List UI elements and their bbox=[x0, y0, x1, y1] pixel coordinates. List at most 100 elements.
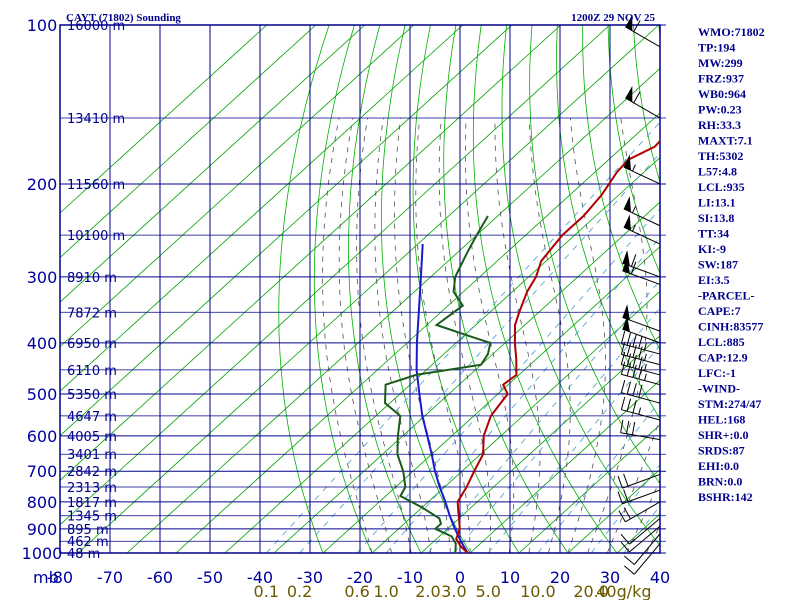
temperature-trace bbox=[455, 139, 660, 553]
wind-barb-feather bbox=[620, 419, 624, 433]
station-title: CAYT (71802) Sounding bbox=[66, 12, 181, 24]
pressure-tick-label: 900 bbox=[27, 520, 58, 539]
temperature-tick-label: -60 bbox=[147, 568, 173, 587]
height-label: 48 m bbox=[67, 547, 100, 562]
wind-barb-feather bbox=[626, 398, 632, 412]
mixing-ratio-line bbox=[356, 208, 660, 553]
wind-barb-feather bbox=[626, 332, 632, 346]
wind-barb-staff bbox=[629, 518, 661, 545]
wind-barb bbox=[620, 380, 661, 404]
stability-index-text: CINH:83577 bbox=[698, 320, 763, 334]
wind-barb-feather bbox=[632, 355, 637, 368]
wind-barb-feather bbox=[620, 533, 630, 545]
temperature-tick-label: -30 bbox=[297, 568, 323, 587]
wind-barb bbox=[620, 341, 661, 366]
isotherm-line bbox=[322, 246, 660, 553]
temperature-tick-label: 30 bbox=[600, 568, 620, 587]
wind-barb-feather bbox=[623, 489, 629, 502]
stability-index-text: EHI:0.0 bbox=[698, 459, 739, 473]
isotherm-line bbox=[273, 201, 660, 553]
mixing-ratio-tick-label: 20.0 bbox=[573, 582, 609, 600]
isotherm-line bbox=[60, 25, 268, 214]
isotherm-line bbox=[60, 25, 366, 303]
wind-barb-feather bbox=[632, 383, 637, 396]
wind-barb-feather bbox=[620, 331, 626, 344]
height-label: 4647 m bbox=[67, 410, 117, 425]
wind-barb-staff bbox=[621, 409, 661, 421]
wind-barb-half-feather bbox=[644, 363, 647, 371]
wind-barb-feather bbox=[626, 353, 632, 367]
wind-barb-feather bbox=[632, 400, 637, 413]
wind-barb-feather bbox=[626, 381, 632, 395]
isotherm-line bbox=[60, 25, 317, 259]
stability-index-text: CAP:12.9 bbox=[698, 351, 748, 365]
wind-barb-feather bbox=[633, 91, 641, 104]
wind-barb-feather bbox=[626, 363, 632, 377]
stability-index-text: LCL:935 bbox=[698, 180, 745, 194]
stability-index-text: EI:3.5 bbox=[698, 273, 730, 287]
wind-barb-flag bbox=[625, 14, 633, 31]
mixing-ratio-tick-label: 3.0 bbox=[441, 582, 466, 600]
temperature-tick-label: -10 bbox=[397, 568, 423, 587]
temperature-tick-label: 20 bbox=[550, 568, 570, 587]
wind-barb-feather bbox=[620, 361, 626, 375]
wind-barb-staff bbox=[621, 373, 661, 386]
wind-barb-half-feather bbox=[631, 206, 636, 214]
moist-adiabat-line bbox=[606, 417, 660, 553]
isotherm-line bbox=[77, 25, 660, 553]
wind-barb-feather bbox=[623, 507, 631, 520]
temperature-tick-label: 40 bbox=[650, 568, 670, 587]
isotherm-line bbox=[60, 25, 415, 348]
mixing-ratio-line bbox=[265, 121, 660, 553]
wind-barb bbox=[622, 316, 661, 344]
wind-barb bbox=[620, 419, 661, 441]
wind-barb-feather bbox=[638, 356, 643, 370]
wind-barb-feather bbox=[638, 335, 643, 349]
temperature-tick-label: -20 bbox=[347, 568, 373, 587]
wind-barb-feather bbox=[620, 351, 626, 365]
wind-barb-feather bbox=[632, 364, 637, 378]
wind-barb-staff bbox=[622, 262, 661, 278]
height-label: 2313 m bbox=[67, 481, 117, 496]
isotherm-line bbox=[60, 25, 562, 481]
wind-barb bbox=[620, 525, 661, 553]
wind-barb-staff bbox=[621, 364, 661, 376]
sounding-datetime: 1200Z 29 NOV 25 bbox=[571, 12, 655, 24]
height-label: 8910 m bbox=[67, 271, 117, 286]
height-label: 1345 m bbox=[67, 510, 117, 525]
wind-barb-feather bbox=[631, 421, 636, 435]
height-label: 6110 m bbox=[67, 364, 117, 379]
moist-adiabat-line bbox=[528, 117, 571, 553]
height-label: 13410 m bbox=[67, 112, 125, 127]
x-axis-unit-label: mb bbox=[33, 568, 59, 587]
moist-adiabat-line bbox=[438, 117, 491, 553]
wind-barb bbox=[618, 501, 661, 523]
wind-barb-half-feather bbox=[638, 407, 642, 415]
height-label: 3401 m bbox=[67, 448, 117, 463]
wind-barb bbox=[622, 304, 661, 332]
temperature-tick-label: -80 bbox=[47, 568, 73, 587]
mixing-ratio-tick-label: 1.0 bbox=[373, 582, 398, 600]
wind-barb-feather bbox=[626, 420, 630, 434]
height-label: 5350 m bbox=[67, 388, 117, 403]
isotherm-line bbox=[60, 25, 513, 437]
isotherm-line bbox=[224, 157, 660, 553]
pressure-tick-label: 300 bbox=[27, 268, 58, 287]
stability-index-text: CAPE:7 bbox=[698, 304, 741, 318]
dewpoint-trace bbox=[383, 215, 492, 553]
wind-barb-feather bbox=[624, 565, 635, 575]
moist-adiabat-line bbox=[322, 117, 373, 553]
height-label: 6950 m bbox=[67, 337, 117, 352]
wind-barb-staff bbox=[625, 501, 661, 523]
parcel-trace bbox=[415, 244, 469, 553]
wind-barb-feather bbox=[620, 380, 626, 393]
pressure-tick-label: 600 bbox=[27, 427, 58, 446]
stability-index-text: RH:33.3 bbox=[698, 118, 741, 132]
height-label: 2842 m bbox=[67, 465, 117, 480]
wind-barb-staff bbox=[620, 432, 661, 441]
pressure-tick-label: 400 bbox=[27, 334, 58, 353]
stability-index-text: TP:194 bbox=[698, 41, 735, 55]
stability-index-text: BSHR:142 bbox=[698, 490, 753, 504]
moist-adiabat-line bbox=[567, 117, 606, 553]
wind-barb-feather bbox=[632, 334, 637, 347]
